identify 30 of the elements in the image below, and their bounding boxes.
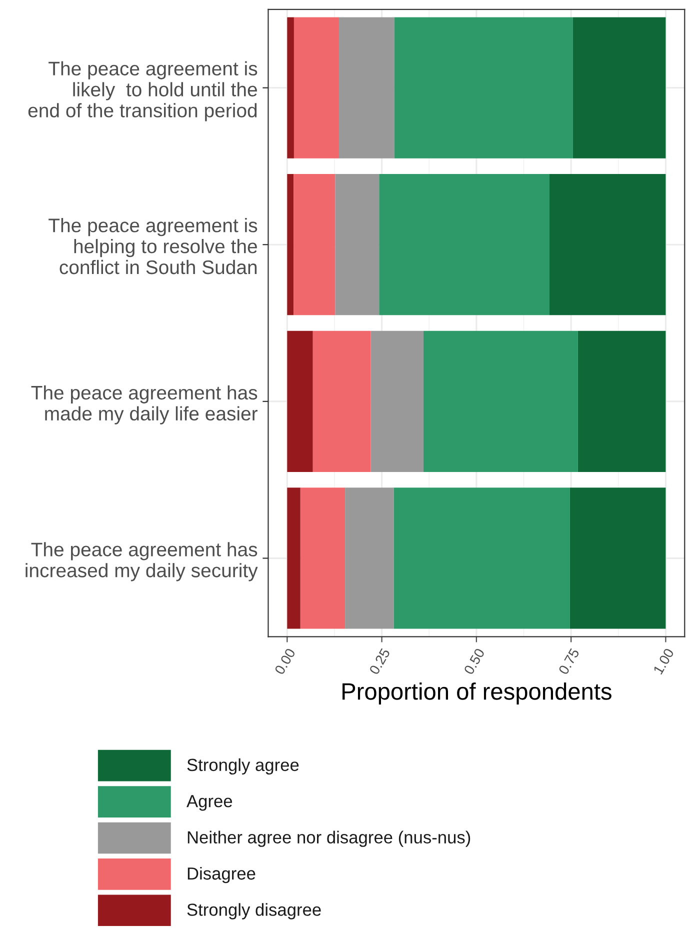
bar bbox=[394, 488, 570, 629]
legend-label: Strongly agree bbox=[187, 758, 299, 775]
y-tick-label: The peace agreement is likely to hold until the end of the transition period bbox=[28, 61, 258, 122]
bar bbox=[379, 174, 550, 316]
bar bbox=[570, 488, 666, 629]
bar bbox=[300, 488, 346, 629]
bar bbox=[370, 330, 424, 472]
y-tick-label: The peace agreement has made my daily life easier bbox=[31, 385, 258, 424]
bar bbox=[394, 17, 573, 158]
y-tick-label: The peace agreement has increased my daily security bbox=[26, 542, 258, 582]
bar bbox=[423, 330, 578, 472]
bar bbox=[287, 17, 294, 158]
bar bbox=[345, 488, 394, 629]
bar bbox=[339, 17, 394, 158]
bar bbox=[287, 488, 300, 629]
bar bbox=[287, 174, 294, 316]
legend-label: Disagree bbox=[188, 866, 256, 884]
bar bbox=[294, 174, 336, 316]
y-tick-label: The peace agreement is helping to resolve the conflict in South Sudan bbox=[48, 218, 258, 274]
legend-label: Neither agree nor disagree (nus-nus) bbox=[188, 830, 470, 847]
legend-label: Strongly disagree bbox=[187, 903, 321, 920]
x-axis-title: Proportion of respondents bbox=[342, 682, 612, 705]
bar bbox=[549, 174, 666, 316]
bar bbox=[578, 330, 666, 472]
bar bbox=[572, 17, 666, 158]
bar bbox=[312, 330, 371, 472]
bar bbox=[287, 330, 313, 472]
bar bbox=[294, 17, 340, 158]
bar bbox=[335, 174, 380, 316]
legend-label: Agree bbox=[186, 795, 232, 811]
